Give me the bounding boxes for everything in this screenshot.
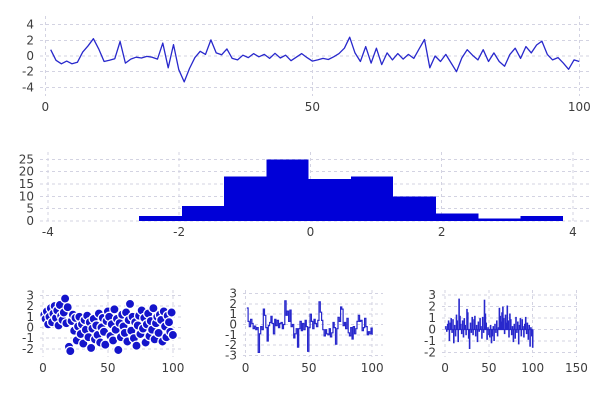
x-tick-label: 100 <box>161 361 184 375</box>
x-tick-labels: 0 50 100 <box>39 361 184 375</box>
y-tick-label: -4 <box>22 80 34 94</box>
y-tick-label: -2 <box>424 345 436 359</box>
x-tick-label: 50 <box>100 361 115 375</box>
y-tick-label: -2 <box>225 338 237 352</box>
y-tick-label: -1 <box>424 334 436 348</box>
line-series-path <box>50 36 580 83</box>
x-tick-label: 50 <box>301 361 316 375</box>
noise-line-series <box>50 36 580 83</box>
scatter-point <box>85 342 97 354</box>
y-tick-label: 2 <box>428 300 436 314</box>
x-tick-label: 4 <box>569 225 577 239</box>
histogram-bar <box>351 176 394 221</box>
scatter-point <box>113 344 124 356</box>
x-tick-label: 100 <box>361 361 384 375</box>
y-tick-label: 15 <box>19 177 34 191</box>
x-tick-label: -2 <box>173 225 185 239</box>
histogram-bar <box>478 218 521 221</box>
y-tick-label: 4 <box>26 18 34 32</box>
scatter-point <box>124 298 136 310</box>
histogram-bar <box>308 179 352 221</box>
x-tick-label: 0 <box>42 100 50 114</box>
scatter-point <box>153 327 164 339</box>
x-tick-labels: 0 50 100 <box>242 361 384 375</box>
histogram-bar <box>181 206 224 221</box>
x-tick-label: 2 <box>438 225 446 239</box>
y-tick-labels: -4-2 0 24 <box>22 18 34 95</box>
histogram-bar <box>266 159 309 221</box>
y-tick-label: 1 <box>26 310 34 324</box>
y-tick-label: 0 <box>26 321 34 335</box>
scatter-point <box>62 301 73 313</box>
histogram-bar <box>393 196 436 221</box>
x-tick-label: 150 <box>565 361 588 375</box>
y-tick-label: 2 <box>229 297 237 311</box>
scatter-point <box>109 304 120 315</box>
x-tick-label: 0 <box>39 361 47 375</box>
x-tick-label: 50 <box>305 100 320 114</box>
x-tick-labels: -4 -2 0 2 4 <box>42 225 577 239</box>
y-tick-label: -2 <box>22 342 34 356</box>
y-tick-label: -1 <box>225 328 237 342</box>
x-tick-label: 0 <box>242 361 250 375</box>
y-tick-label: 25 <box>19 152 34 166</box>
y-tick-label: 1 <box>428 311 436 325</box>
y-tick-label: 3 <box>229 287 237 301</box>
step-series-path <box>246 300 373 353</box>
scatter-point <box>167 329 179 341</box>
histogram-bar <box>520 216 564 221</box>
y-tick-label: 1 <box>229 307 237 321</box>
x-tick-labels: 0 50 100 150 <box>441 361 588 375</box>
y-tick-label: 0 <box>26 214 34 228</box>
x-tick-labels: 0 50 100 <box>42 100 591 114</box>
x-tick-label: -4 <box>42 225 54 239</box>
y-tick-label: 3 <box>428 288 436 302</box>
stem-series <box>445 298 534 349</box>
y-tick-label: 2 <box>26 33 34 47</box>
y-tick-label: -3 <box>225 348 237 362</box>
x-tick-label: 50 <box>481 361 496 375</box>
scatter-point <box>148 302 159 314</box>
scatter-point <box>65 345 76 357</box>
scatter-point <box>131 340 142 351</box>
y-tick-label: -1 <box>22 331 34 345</box>
scatter-point <box>166 307 177 318</box>
x-tick-label: 100 <box>521 361 544 375</box>
histogram-bar <box>139 216 182 221</box>
histogram-bar <box>223 176 267 221</box>
y-tick-label: 3 <box>26 288 34 302</box>
grid <box>40 16 590 96</box>
y-tick-label: 0 <box>229 318 237 332</box>
y-tick-label: 5 <box>26 202 34 216</box>
step-series <box>246 300 373 353</box>
histogram-bar <box>435 213 479 221</box>
x-tick-label: 0 <box>307 225 315 239</box>
y-tick-label: -2 <box>22 65 34 79</box>
scatter-series <box>39 293 179 357</box>
y-tick-label: 10 <box>19 189 34 203</box>
scatter-point <box>100 339 111 350</box>
y-tick-label: 0 <box>428 323 436 337</box>
y-tick-label: 0 <box>26 49 34 63</box>
x-tick-label: 100 <box>568 100 591 114</box>
x-tick-label: 0 <box>441 361 449 375</box>
y-tick-label: 20 <box>19 165 34 179</box>
histogram-series <box>139 159 564 221</box>
y-tick-label: 2 <box>26 299 34 313</box>
